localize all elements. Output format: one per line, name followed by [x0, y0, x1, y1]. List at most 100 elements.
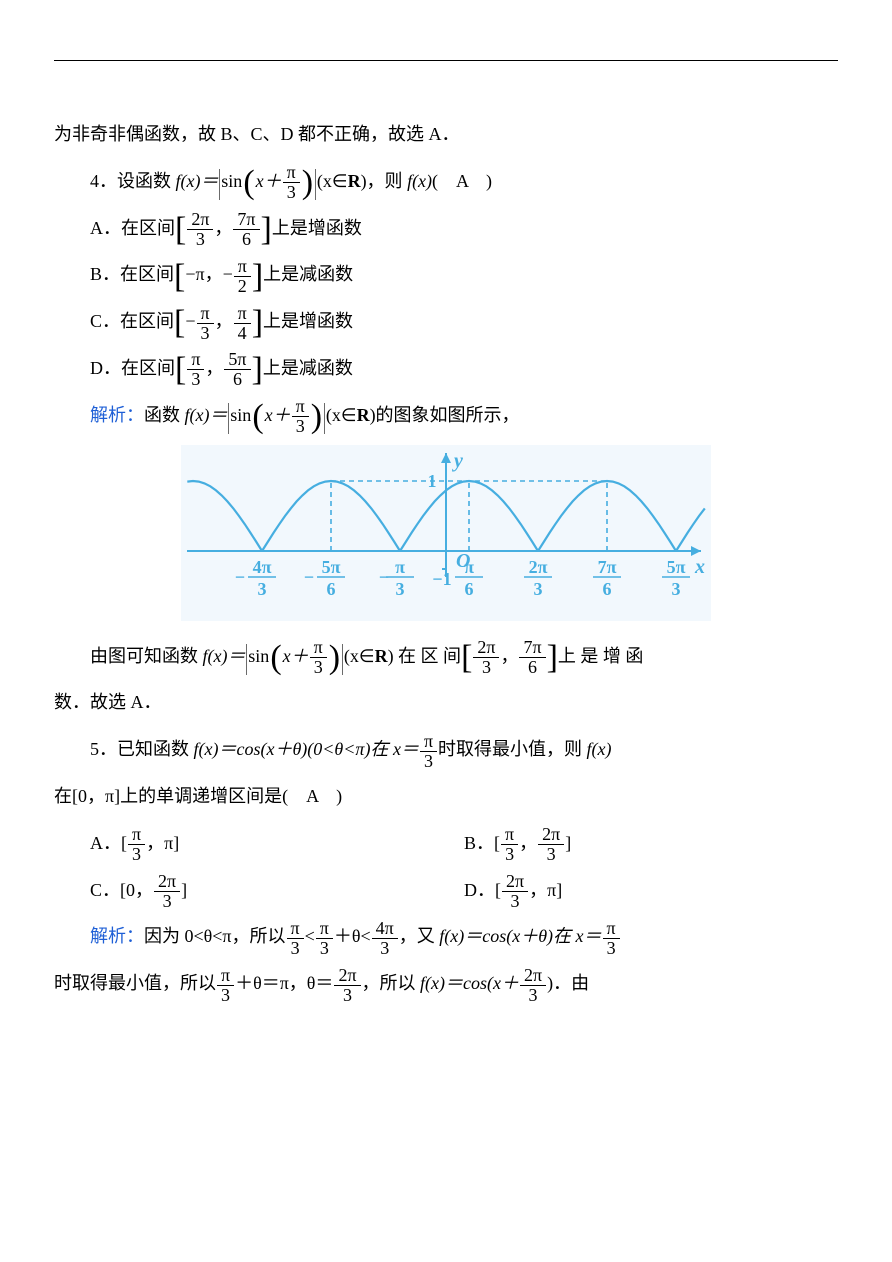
opt-label: C． [90, 311, 120, 331]
pi-over-3: π3 [283, 163, 300, 202]
frac-num: 7π [519, 638, 545, 658]
interval-lo: π3 [501, 825, 518, 864]
frac-num: 2π [520, 966, 546, 986]
frac-num: π [420, 732, 437, 752]
interval-hi: 7π6 [519, 638, 545, 677]
abs-right-icon: | [323, 403, 327, 430]
interval-hi: 2π3 [154, 872, 180, 911]
frac-num: π [234, 304, 251, 324]
q4-analysis: 解析：函数 f(x)＝|sin(x＋π3)|(x∈R)的图象如图所示， [90, 392, 838, 439]
q4-paren: ( A ) [432, 171, 492, 191]
opt-label: A． [90, 833, 121, 853]
frac-den: 4 [234, 324, 251, 343]
abs-sin-chart: yx1O−14π−35π−6π−3π62π37π65π3 [181, 445, 711, 621]
frac-num: π [187, 350, 204, 370]
bracket-left-icon: [ [175, 216, 186, 243]
opt-prefix: 在区间 [121, 218, 175, 238]
frac-den: 3 [283, 183, 300, 202]
frac-num: π [316, 919, 333, 939]
svg-text:3: 3 [534, 579, 543, 599]
q4-R: R [348, 171, 361, 191]
frac-num: 2π [187, 210, 213, 230]
frac-num: 2π [502, 872, 528, 892]
bracket-left-icon: [ [461, 644, 472, 671]
abs-right-icon: | [341, 644, 345, 671]
svg-text:y: y [452, 450, 463, 472]
q5-option-D: D．[2π3，π] [464, 867, 838, 914]
paren-right-icon: ) [301, 169, 314, 196]
svg-text:6: 6 [327, 579, 336, 599]
line3-b: ，所以 [362, 973, 421, 993]
bracket-left-icon: [ [174, 263, 185, 290]
q5-stem-line2: 在[0，π]上的单调递增区间是( A ) [54, 773, 838, 820]
q5-fxcos: f(x)＝cos(x＋θ)在 [439, 926, 575, 946]
svg-text:6: 6 [465, 579, 474, 599]
opt-label: A． [90, 218, 121, 238]
conclusion-fx: f(x)＝ [203, 646, 246, 666]
sin-text: sin [221, 171, 242, 191]
frac-num: 2π [473, 638, 499, 658]
q5-options: A．[π3，π] B．[π3，2π3] C．[0，2π3] D．[2π3，π] [90, 820, 838, 914]
frac-den: 3 [520, 986, 546, 1005]
q4-option-B: B．在区间[−π，−π2]上是减函数 [90, 251, 838, 298]
conclusion-pre: 由图可知函数 [90, 646, 203, 666]
frac-den: 3 [538, 845, 564, 864]
frac-num: 5π [224, 350, 250, 370]
svg-text:1: 1 [428, 471, 437, 491]
pi-over-3: π3 [420, 732, 437, 771]
frac-den: 6 [224, 370, 250, 389]
theta-val: 2π3 [334, 966, 360, 1005]
analysis-text: 函数 [144, 405, 185, 425]
frac-den: 3 [501, 845, 518, 864]
svg-text:π: π [464, 557, 474, 577]
q5-fx: f(x)＝cos(x＋θ)(0<θ<π)在 [194, 739, 393, 759]
fx-final-lhs: f(x)＝cos(x＋ [420, 973, 519, 993]
opt-tail: 上是减函数 [263, 358, 353, 378]
pi-over-3: π3 [310, 638, 327, 677]
ineq-lo: π3 [287, 919, 304, 958]
svg-text:π: π [395, 557, 405, 577]
theta-eq-mid: ＋θ＝π，θ＝ [235, 973, 333, 993]
q5-xeq: x＝ [393, 739, 419, 759]
interval-hi: 7π6 [233, 210, 259, 249]
frac-den: 3 [473, 658, 499, 677]
ineq-hi: 4π3 [372, 919, 398, 958]
frac-num: π [501, 825, 518, 845]
q5-number: 5． [90, 739, 117, 759]
interval-lo: 2π3 [502, 872, 528, 911]
frac-num: π [292, 397, 309, 417]
analysis-b: ，又 [399, 926, 440, 946]
q4-stem-prefix: 设函数 [117, 171, 176, 191]
q5-analysis-line1: 解析：因为 0<θ<π，所以π3<π3＋θ<4π3，又 f(x)＝cos(x＋θ… [90, 913, 838, 960]
neg-sign: − [223, 264, 233, 284]
bracket-left-icon: [ [174, 309, 185, 336]
analysis-close: )的图象如图所示， [370, 405, 520, 425]
frac-den: 3 [197, 324, 214, 343]
frac-den: 3 [154, 892, 180, 911]
svg-text:x: x [694, 556, 705, 578]
analysis-label: 解析： [90, 405, 144, 425]
frac-den: 3 [187, 370, 204, 389]
analysis-domain: (x∈ [326, 405, 357, 425]
frac-den: 3 [603, 939, 620, 958]
bracket-right-icon: ] [261, 216, 272, 243]
frac-den: 3 [316, 939, 333, 958]
abs-right-icon: | [314, 169, 318, 196]
q5-stem-mid: 时取得最小值，则 [438, 739, 587, 759]
svg-text:5π: 5π [667, 557, 686, 577]
svg-text:−: − [235, 567, 245, 587]
opt-label: C． [90, 880, 120, 900]
svg-text:5π: 5π [322, 557, 341, 577]
final-frac: 2π3 [520, 966, 546, 1005]
interval-hi: π4 [234, 304, 251, 343]
interval-lo: π3 [187, 350, 204, 389]
pi-over-3: π3 [603, 919, 620, 958]
svg-text:4π: 4π [253, 557, 272, 577]
q5-xeq2: x＝ [576, 926, 602, 946]
frac-den: 3 [372, 939, 398, 958]
paren-left-icon: ( [269, 644, 282, 671]
paren-left-icon: ( [251, 403, 264, 430]
q4-conclusion-line1: 由图可知函数 f(x)＝|sin(x＋π3)|(x∈R) 在 区 间[2π3，7… [90, 633, 838, 680]
q4-number: 4． [90, 171, 117, 191]
opt-prefix: 在区间 [121, 358, 175, 378]
